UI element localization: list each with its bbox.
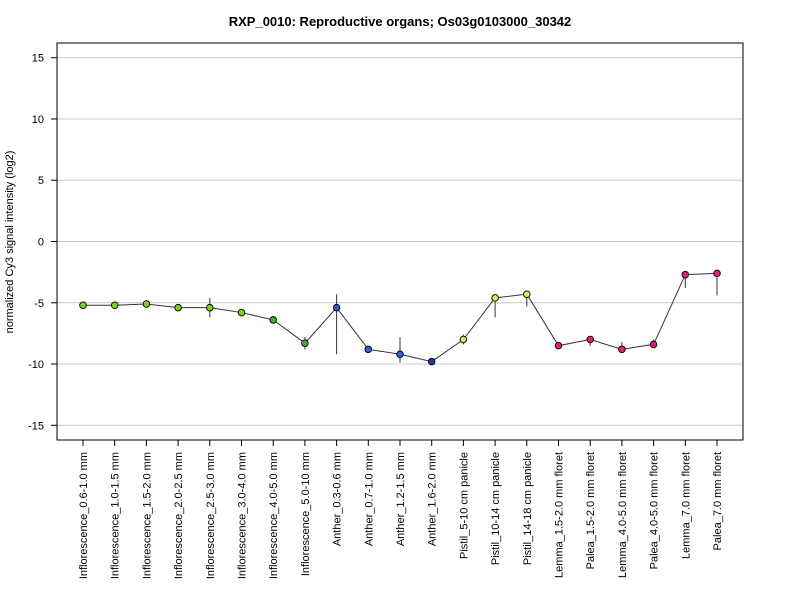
x-tick-label: Palea_4.0-5.0 mm floret [649, 452, 661, 569]
chart-title: RXP_0010: Reproductive organs; Os03g0103… [229, 14, 572, 29]
x-tick-label: Anther_1.2-1.5 mm [395, 452, 407, 546]
x-tick-label: Pistil_5-10 cm panicle [458, 452, 470, 559]
x-tick-label: Inflorescence_1.5-2.0 mm [141, 452, 153, 579]
plot-frame [56, 42, 744, 441]
data-point [681, 270, 690, 279]
y-tick-label: 15 [32, 53, 44, 65]
data-point [269, 316, 277, 324]
data-point [713, 269, 721, 278]
data-point [649, 340, 658, 349]
data-point [459, 335, 468, 344]
x-tick-label: Palea_1.5-2.0 mm floret [585, 452, 597, 569]
data-point [301, 339, 309, 347]
data-point [206, 303, 214, 312]
data-point [618, 345, 626, 354]
data-point [110, 301, 119, 309]
x-tick-label: Inflorescence_2.0-2.5 mm [173, 452, 185, 579]
x-tick-label: Lemma_1.5-2.0 mm floret [554, 452, 566, 578]
y-tick-label: -15 [28, 420, 44, 432]
x-axis-ticks: Inflorescence_0.6-1.0 mm Inflorescence_1.… [78, 440, 724, 579]
data-point [523, 290, 531, 298]
y-axis-ticks: 15 10 5 0 -5 -10 -15 [28, 53, 57, 432]
x-tick-label: Pistil_10-14 cm panicle [490, 452, 502, 565]
x-tick-label: Anther_1.6-2.0 mm [427, 452, 439, 546]
data-point [332, 303, 341, 312]
data-point [142, 300, 151, 308]
y-tick-label: 0 [38, 237, 44, 249]
data-point [364, 345, 373, 354]
y-tick-label: -10 [28, 359, 44, 371]
data-point [554, 341, 563, 350]
x-tick-label: Anther_0.3-0.6 mm [332, 452, 344, 546]
data-point [427, 357, 436, 366]
data-point [174, 303, 182, 312]
data-point [491, 294, 499, 302]
x-tick-label: Inflorescence_3.0-4.0 mm [237, 452, 249, 579]
x-tick-label: Lemma_4.0-5.0 mm floret [617, 452, 629, 578]
y-tick-label: 5 [38, 175, 44, 187]
y-tick-label: -5 [34, 298, 44, 310]
data-series [79, 269, 721, 366]
x-tick-label: Inflorescence_2.5-3.0 mm [205, 452, 217, 579]
x-tick-label: Pistil_14-18 cm panicle [522, 452, 534, 565]
y-tick-label: 10 [32, 114, 44, 126]
data-point [79, 301, 87, 309]
x-tick-label: Palea_7.0 mm floret [712, 452, 724, 550]
data-point [586, 335, 594, 344]
x-tick-label: Inflorescence_1.0-1.5 mm [110, 452, 122, 579]
x-tick-label: Anther_0.7-1.0 mm [363, 452, 375, 546]
y-axis-label: normalized Cy3 signal intensity (log2) [4, 151, 16, 334]
x-tick-label: Lemma_7.0 mm floret [680, 452, 692, 559]
x-tick-label: Inflorescence_4.0-5.0 mm [268, 452, 280, 579]
grid-lines [57, 57, 743, 426]
data-point [396, 350, 404, 358]
data-point [237, 308, 246, 317]
x-tick-label: Inflorescence_0.6-1.0 mm [78, 452, 90, 579]
x-tick-label: Inflorescence_5.0-10 mm [300, 452, 312, 576]
